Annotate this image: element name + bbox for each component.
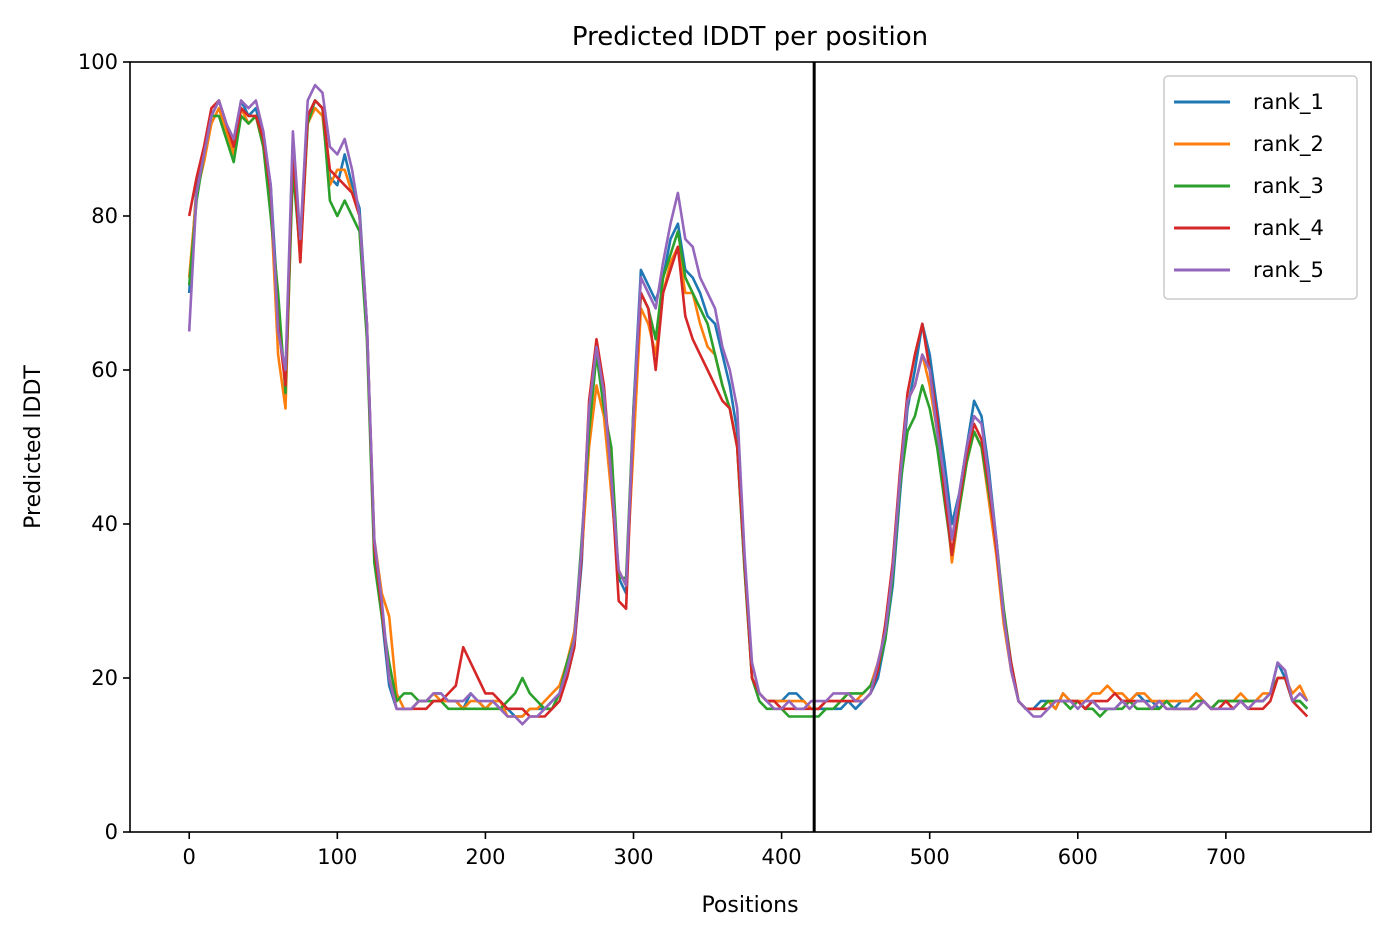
x-tick-label: 700 [1206, 845, 1246, 869]
series-line-rank-5 [187, 83, 1309, 726]
legend-label-rank-3: rank_3 [1253, 174, 1324, 199]
legend-box [1163, 75, 1358, 300]
x-tick-label: 100 [317, 845, 357, 869]
x-axis-title: Positions [701, 893, 798, 918]
x-tick-label: 200 [465, 845, 505, 869]
legend-label-rank-4: rank_4 [1253, 216, 1324, 241]
y-tick-label: 20 [91, 666, 118, 690]
x-axis-ticks: 0 100 200 300 400 500 600 700 [183, 832, 1246, 869]
legend-entries: rank_1 rank_2 rank_3 rank_4 rank_5 [1174, 90, 1324, 283]
legend-label-rank-1: rank_1 [1253, 90, 1324, 115]
x-tick-label: 400 [762, 845, 802, 869]
x-tick-label: 300 [613, 845, 653, 869]
y-axis-ticks: 0 20 40 60 80 100 [78, 50, 130, 844]
plot-frame [129, 61, 1372, 833]
y-tick-label: 100 [78, 50, 118, 74]
x-tick-label: 600 [1058, 845, 1098, 869]
legend-label-rank-5: rank_5 [1253, 258, 1324, 283]
legend-label-rank-2: rank_2 [1253, 132, 1324, 157]
y-tick-label: 0 [105, 820, 118, 844]
y-tick-label: 60 [91, 358, 118, 382]
y-tick-label: 40 [91, 512, 118, 536]
x-tick-label: 0 [183, 845, 196, 869]
chart-title: Predicted lDDT per position [572, 22, 928, 52]
legend: rank_1 rank_2 rank_3 rank_4 rank_5 [1163, 75, 1358, 300]
y-tick-label: 80 [91, 204, 118, 228]
series-layer [187, 83, 1309, 726]
y-axis-title: Predicted lDDT [21, 365, 46, 529]
x-tick-label: 500 [910, 845, 950, 869]
